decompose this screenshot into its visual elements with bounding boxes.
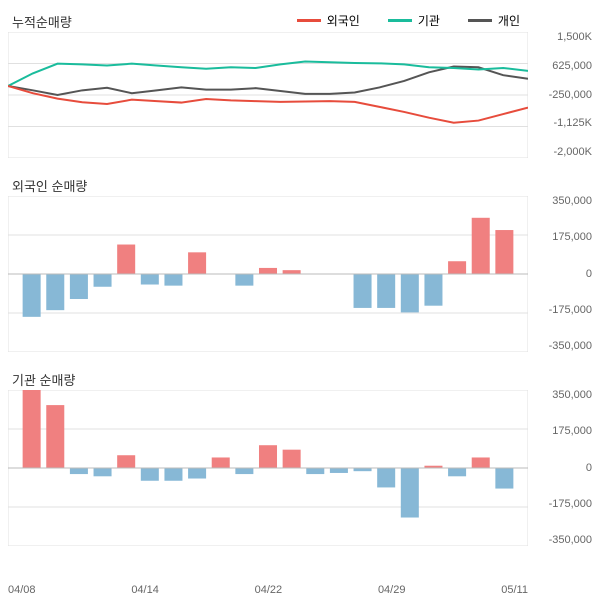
- xtick-label: 04/14: [131, 584, 159, 596]
- ytick-label: 175,000: [528, 426, 592, 437]
- chart-container: 누적순매량 외국인 기관 개인 1,500K 625,000 -250,000 -1,…: [0, 0, 600, 604]
- legend-label-foreigner: 외국인: [327, 12, 360, 29]
- ytick-label: 0: [528, 463, 592, 474]
- xtick-label: 04/08: [8, 584, 36, 596]
- xtick-label: 04/22: [255, 584, 283, 596]
- legend-label-individual: 개인: [498, 12, 520, 29]
- legend-institution: 기관: [388, 12, 440, 29]
- chart2-title: 외국인 순매량: [12, 176, 87, 195]
- ytick-label: 175,000: [528, 232, 592, 243]
- ytick-label: -350,000: [528, 535, 592, 546]
- chart3-yaxis: 350,000 175,000 0 -175,000 -350,000: [528, 390, 592, 546]
- ytick-label: 1,500K: [528, 32, 592, 43]
- legend-line-institution: [388, 19, 412, 22]
- chart3-title: 기관 순매량: [12, 370, 75, 389]
- legend-line-foreigner: [297, 19, 321, 22]
- bar-chart-foreigner-svg: [8, 196, 528, 352]
- line-chart-svg: [8, 32, 528, 158]
- ytick-label: -2,000K: [528, 147, 592, 158]
- ytick-label: 0: [528, 269, 592, 280]
- chart1-yaxis: 1,500K 625,000 -250,000 -1,125K -2,000K: [528, 32, 592, 158]
- legend-foreigner: 외국인: [297, 12, 360, 29]
- ytick-label: -175,000: [528, 499, 592, 510]
- ytick-label: 625,000: [528, 61, 592, 72]
- xtick-label: 05/11: [501, 584, 528, 596]
- legend-label-institution: 기관: [418, 12, 440, 29]
- chart2-yaxis: 350,000 175,000 0 -175,000 -350,000: [528, 196, 592, 352]
- ytick-label: -1,125K: [528, 118, 592, 129]
- legend-line-individual: [468, 19, 492, 22]
- xtick-label: 04/29: [378, 584, 406, 596]
- ytick-label: -350,000: [528, 341, 592, 352]
- bar-chart-institution-svg: [8, 390, 528, 546]
- ytick-label: -250,000: [528, 90, 592, 101]
- chart1-title: 누적순매량: [12, 12, 72, 31]
- ytick-label: 350,000: [528, 196, 592, 207]
- ytick-label: 350,000: [528, 390, 592, 401]
- legend-individual: 개인: [468, 12, 520, 29]
- legend: 외국인 기관 개인: [297, 12, 520, 29]
- x-axis: 04/08 04/14 04/22 04/29 05/11: [8, 584, 528, 596]
- ytick-label: -175,000: [528, 305, 592, 316]
